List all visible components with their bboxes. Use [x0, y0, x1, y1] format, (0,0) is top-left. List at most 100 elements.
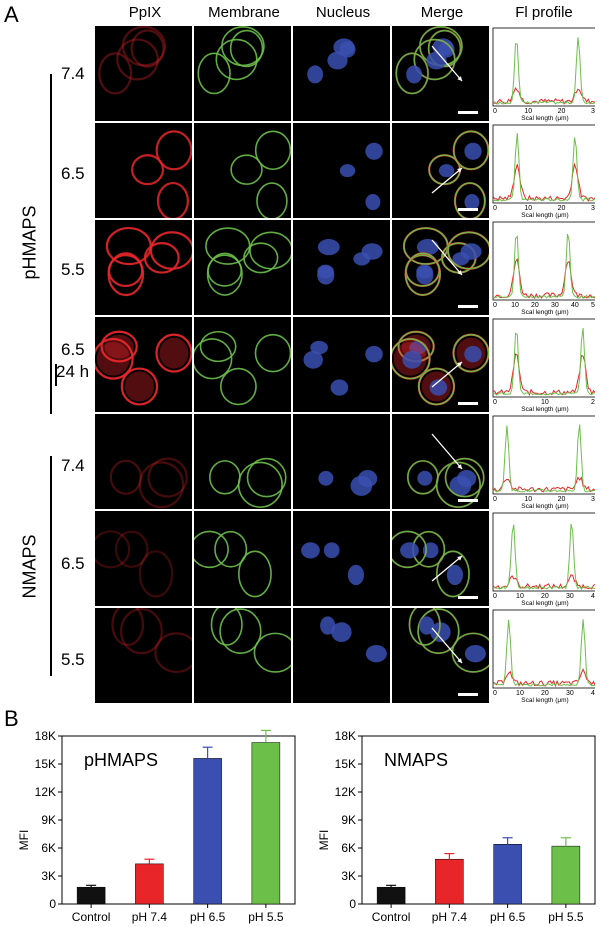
profile-tick-label: 20: [558, 108, 566, 115]
profile-tick-label: 30: [551, 302, 559, 309]
y-tick-label: 12K: [335, 785, 356, 799]
micrograph-ppix: [95, 317, 192, 412]
row-label-ph: 6.5: [61, 340, 85, 359]
micrograph-ppix: [95, 26, 192, 121]
profile-tick-label: 30: [591, 496, 595, 503]
profile-tick-label: 30: [591, 205, 595, 212]
x-tick-label: pH 6.5: [190, 910, 226, 924]
profile-green-line: [493, 523, 595, 590]
profile-green-line: [492, 424, 595, 493]
profile-tick-label: 40: [591, 593, 595, 600]
profile-red-line: [492, 476, 595, 493]
y-tick-label: 15K: [35, 757, 56, 771]
profile-tick-label: 20: [541, 690, 549, 697]
scale-bar: [458, 693, 478, 696]
y-tick-label: 6K: [341, 841, 356, 855]
profile-xlabel: Scal length (μm): [521, 406, 568, 413]
profile-tick-label: 30: [566, 593, 574, 600]
profile-green-line: [492, 619, 595, 687]
fl-profile-plot: 0 10 20 30 Scal length (μm): [492, 124, 595, 219]
bar-ph-5.5: [251, 742, 281, 905]
y-axis-label: MFI: [317, 830, 331, 851]
x-tick-label: pH 7.4: [432, 910, 468, 924]
profile-tick-label: 10: [541, 399, 549, 406]
profile-xlabel: Scal length (μm): [521, 115, 568, 122]
row-label-ph: 6.5: [61, 554, 85, 573]
micrograph-nucleus: [293, 511, 390, 606]
chart-title: NMAPS: [384, 750, 448, 770]
bar-ph-6.5: [193, 758, 222, 905]
micrograph-merge: [392, 608, 489, 703]
y-axis-label: MFI: [17, 830, 31, 851]
y-tick-label: 18K: [35, 729, 56, 743]
profile-tick-label: 40: [591, 690, 595, 697]
micrograph-membrane: [194, 123, 291, 218]
profile-tick-label: 20: [558, 205, 566, 212]
profile-tick-label: 10: [524, 496, 532, 503]
group-label-nmaps: NMAPS: [19, 534, 40, 599]
x-tick-label: Control: [372, 910, 411, 924]
y-tick-label: 9K: [341, 813, 356, 827]
row-label-ph: 6.5: [61, 164, 85, 183]
bar-ph-5.5: [551, 845, 581, 905]
micrograph-merge: [392, 123, 489, 218]
bar-control: [76, 886, 106, 905]
micrograph-membrane: [194, 220, 291, 315]
profile-tick-label: 10: [524, 108, 532, 115]
profile-tick-label: 20: [541, 593, 549, 600]
micrograph-membrane: [194, 608, 291, 703]
micrograph-membrane: [194, 26, 291, 121]
profile-xlabel: Scal length (μm): [521, 600, 568, 607]
micrograph-membrane: [194, 511, 291, 606]
profile-red-line: [492, 257, 595, 299]
panel-a-label: A: [4, 2, 19, 27]
profile-tick-label: 0: [493, 496, 497, 503]
micrograph-ppix: [95, 608, 192, 703]
column-header-membrane: Membrane: [208, 4, 280, 21]
y-tick-label: 3K: [41, 869, 56, 883]
y-tick-label: 6K: [41, 841, 56, 855]
profile-red-line: [492, 574, 595, 591]
micrograph-nucleus: [293, 317, 390, 412]
micrograph-nucleus: [293, 220, 390, 315]
group-bar-nmaps: [50, 456, 52, 676]
profile-tick-label: 30: [591, 108, 595, 115]
profile-green-line: [492, 233, 595, 299]
y-tick-label: 0: [349, 897, 356, 911]
profile-tick-label: 0: [493, 205, 497, 212]
row-label-ph: 5.5: [61, 260, 85, 279]
micrograph-nucleus: [293, 123, 390, 218]
column-header-fl-profile: Fl profile: [515, 4, 573, 21]
scale-bar: [458, 111, 478, 114]
fl-profile-plot: 0 10 20 Scal length (μm): [492, 318, 595, 413]
y-tick-label: 18K: [335, 729, 356, 743]
scale-bar: [458, 402, 478, 405]
x-tick-label: pH 5.5: [548, 910, 584, 924]
column-header-merge: Merge: [420, 4, 464, 21]
profile-green-line: [492, 327, 595, 396]
micrograph-nucleus: [293, 414, 390, 509]
y-tick-label: 3K: [341, 869, 356, 883]
scale-bar: [458, 499, 478, 502]
micrograph-membrane: [194, 317, 291, 412]
group-label-phmaps: pHMAPS: [19, 205, 40, 280]
profile-xlabel: Scal length (μm): [521, 503, 568, 510]
panel-b-label: B: [4, 706, 19, 731]
row-label-divider: [55, 364, 57, 386]
profile-xlabel: Scal length (μm): [521, 697, 568, 704]
profile-tick-label: 0: [493, 302, 497, 309]
micrograph-merge: [392, 317, 489, 412]
profile-tick-label: 0: [493, 690, 497, 697]
micrograph-ppix: [95, 414, 192, 509]
micrograph-ppix: [95, 123, 192, 218]
profile-green-line: [492, 133, 595, 202]
microscopy-grid: 0102030Scal length (μm)0102030Scal lengt…: [95, 26, 595, 704]
y-tick-label: 12K: [35, 785, 56, 799]
profile-tick-label: 50: [591, 302, 595, 309]
scale-bar: [458, 596, 478, 599]
fl-profile-plot: 0 10 20 30 40 Scal length (μm): [492, 609, 595, 704]
bar-chart-nmaps: 0 3K 6K 9K 12K 15K 18K MFI NMAPS Control pH 7.4 pH …: [317, 729, 596, 924]
profile-tick-label: 20: [558, 496, 566, 503]
profile-tick-label: 20: [591, 399, 595, 406]
row-label-ph: 5.5: [61, 650, 85, 669]
